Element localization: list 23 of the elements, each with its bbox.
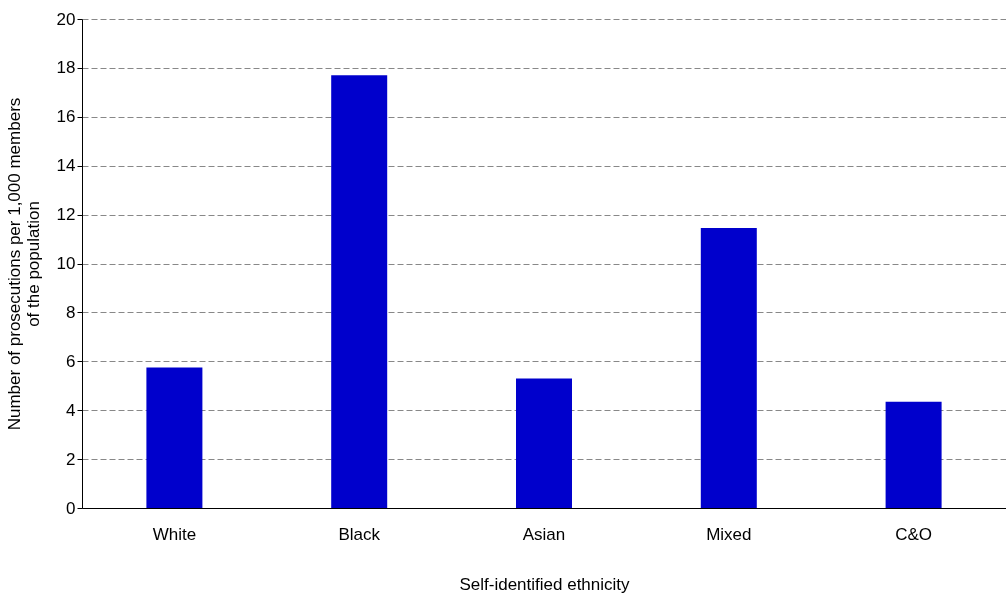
y-tick-label: 16 xyxy=(56,107,76,127)
x-tick-label: Asian xyxy=(522,524,566,544)
bar xyxy=(700,228,757,508)
y-tick-label: 4 xyxy=(66,400,76,420)
y-axis-title: Number of prosecutions per 1,000 members of the population xyxy=(4,97,43,431)
y-tick-label: 14 xyxy=(56,156,76,176)
x-tick-label: Mixed xyxy=(706,524,752,544)
y-tick-label: 6 xyxy=(66,351,76,371)
bar xyxy=(885,401,942,508)
y-tick-label: 8 xyxy=(66,302,76,322)
x-tick-label: White xyxy=(152,524,197,544)
y-tick-label: 0 xyxy=(66,498,76,518)
x-tick-label: C&O xyxy=(895,524,933,544)
y-tick-label: 2 xyxy=(66,449,76,469)
x-tick-label: Black xyxy=(338,524,381,544)
bar xyxy=(146,367,203,508)
y-tick-label: 12 xyxy=(56,205,76,225)
x-axis-title: Self-identified ethnicity xyxy=(459,574,631,594)
bar xyxy=(516,378,572,508)
y-tick-label: 10 xyxy=(56,254,76,273)
bar xyxy=(331,75,388,508)
y-tick-label: 20 xyxy=(56,9,76,29)
y-tick-label: 18 xyxy=(56,58,76,78)
